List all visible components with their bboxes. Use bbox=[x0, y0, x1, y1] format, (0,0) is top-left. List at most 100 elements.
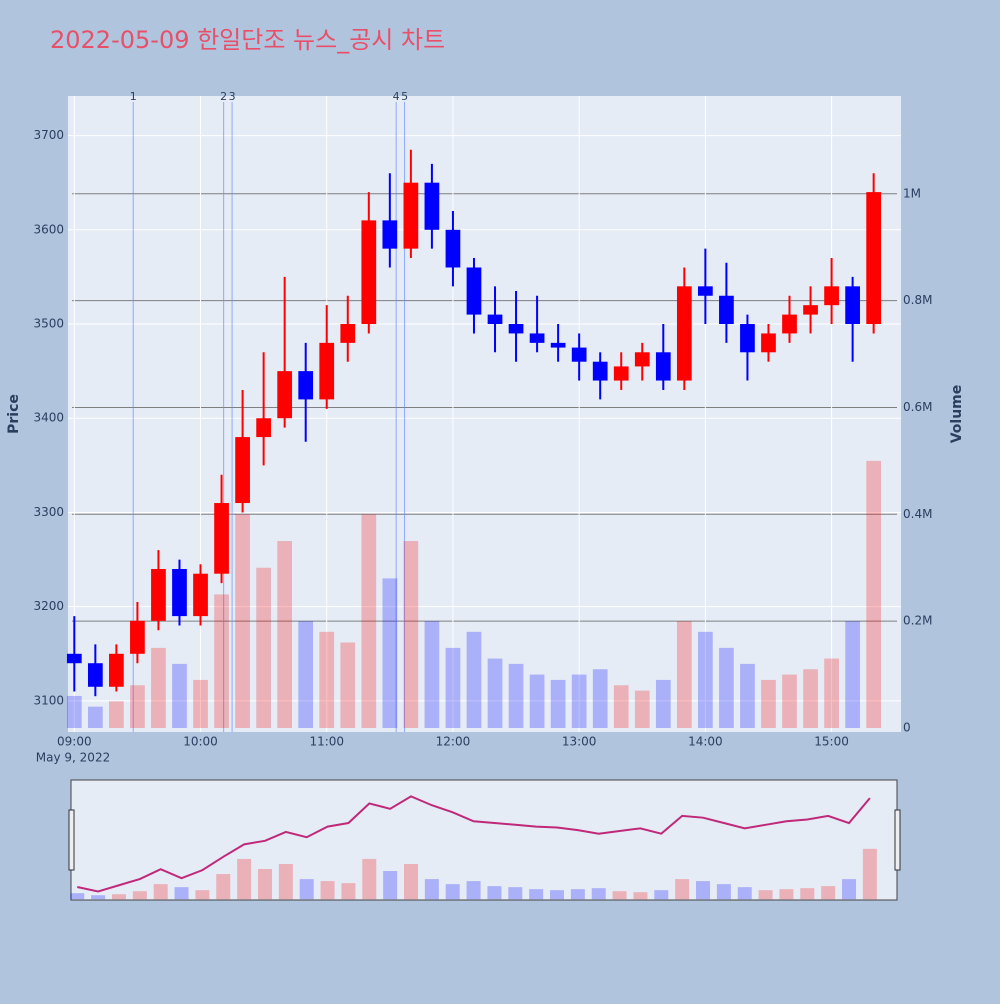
slider-volume-bar bbox=[550, 890, 565, 900]
slider-volume-bar bbox=[654, 890, 669, 900]
slider-volume-bar bbox=[779, 889, 794, 900]
slider-volume-bar bbox=[508, 887, 523, 900]
volume-bar bbox=[87, 706, 103, 728]
candle-body bbox=[634, 352, 650, 367]
y-tick-label: 3400 bbox=[33, 411, 64, 425]
volume-bar bbox=[634, 690, 650, 728]
candle-body bbox=[529, 333, 545, 343]
slider-volume-bar bbox=[570, 889, 585, 900]
y2-tick-label: 0.6M bbox=[903, 400, 932, 414]
volume-bar bbox=[403, 541, 419, 728]
volume-bar bbox=[319, 631, 335, 728]
candle-body bbox=[592, 361, 608, 381]
candle-body bbox=[319, 342, 335, 400]
volume-bar bbox=[613, 685, 629, 728]
y2-tick-label: 0.4M bbox=[903, 507, 932, 521]
slider-volume-bar bbox=[591, 888, 606, 900]
slider-volume-bar bbox=[91, 895, 106, 900]
x-tick-label: 15:00 bbox=[814, 735, 849, 749]
volume-bar bbox=[382, 578, 398, 728]
volume-bar bbox=[214, 594, 229, 728]
slider-volume-bar bbox=[716, 884, 731, 900]
slider-volume-bar bbox=[132, 891, 147, 900]
x-tick-label: 13:00 bbox=[562, 735, 597, 749]
slider-volume-bar bbox=[821, 886, 836, 900]
candle-body bbox=[403, 182, 419, 249]
candle-body bbox=[845, 286, 860, 325]
volume-bar bbox=[130, 685, 145, 728]
slider-volume-bar bbox=[758, 890, 773, 900]
slider-volume-bar bbox=[320, 881, 335, 900]
candle-body bbox=[508, 324, 524, 334]
slider-volume-bar bbox=[174, 887, 189, 900]
x-tick-label: 10:00 bbox=[183, 735, 218, 749]
volume-bar bbox=[719, 647, 734, 728]
slider-volume-bar bbox=[257, 869, 272, 900]
candle-body bbox=[445, 229, 461, 268]
volume-bar bbox=[740, 663, 755, 728]
candle-body bbox=[256, 418, 271, 438]
slider-volume-bar bbox=[466, 881, 481, 900]
y2-axis-title: Volume bbox=[949, 385, 965, 444]
slider-volume-bar bbox=[299, 879, 314, 900]
y-tick-label: 3100 bbox=[33, 693, 64, 707]
volume-bar bbox=[698, 631, 713, 728]
volume-bar bbox=[298, 621, 314, 728]
volume-bar bbox=[193, 679, 208, 728]
y-axis-title: Price bbox=[6, 394, 22, 434]
candle-body bbox=[740, 324, 755, 353]
slider-volume-bar bbox=[800, 888, 815, 900]
candle-body bbox=[109, 653, 124, 687]
volume-bar bbox=[361, 514, 377, 728]
candle-body bbox=[424, 182, 440, 230]
candle-body bbox=[761, 333, 776, 353]
candle-body bbox=[487, 314, 503, 325]
candle-body bbox=[298, 371, 314, 400]
slider-volume-bar bbox=[675, 879, 690, 900]
candle-body bbox=[382, 220, 398, 249]
volume-bar bbox=[66, 695, 82, 728]
slider-volume-bar bbox=[216, 874, 231, 900]
candle-body bbox=[277, 371, 293, 419]
candle-body bbox=[719, 295, 734, 325]
volume-bar bbox=[782, 674, 797, 728]
y-tick-label: 3300 bbox=[33, 505, 64, 519]
slider-volume-bar bbox=[195, 890, 210, 900]
news-label: 1 bbox=[130, 90, 137, 103]
volume-bar bbox=[277, 541, 293, 728]
candle-body bbox=[613, 366, 629, 381]
range-slider[interactable] bbox=[70, 779, 898, 901]
slider-volume-bar bbox=[424, 879, 439, 900]
slider-volume-bar bbox=[487, 886, 502, 900]
volume-bar bbox=[340, 642, 356, 728]
candle-body bbox=[130, 620, 145, 654]
volume-bar bbox=[529, 674, 545, 728]
volume-bar bbox=[151, 647, 166, 728]
candle-body bbox=[550, 342, 566, 348]
volume-bar bbox=[466, 631, 482, 728]
slider-volume-bar bbox=[111, 894, 126, 900]
slider-handle[interactable] bbox=[894, 809, 901, 871]
y-tick-label: 3600 bbox=[33, 222, 64, 236]
slider-price-line bbox=[77, 795, 871, 893]
slider-volume-bar bbox=[842, 879, 857, 900]
volume-bar bbox=[445, 647, 461, 728]
y-tick-label: 3700 bbox=[33, 128, 64, 142]
volume-bar bbox=[845, 621, 860, 728]
y2-tick-label: 1M bbox=[903, 186, 921, 200]
x-tick-label: 14:00 bbox=[688, 735, 723, 749]
volume-bar bbox=[592, 669, 608, 728]
x-tick-label: 09:00 bbox=[57, 735, 92, 749]
candle-body bbox=[698, 286, 713, 296]
candle-body bbox=[87, 663, 103, 687]
slider-volume-bar bbox=[383, 871, 398, 900]
slider-volume-bar bbox=[633, 892, 648, 900]
candle-body bbox=[824, 286, 839, 306]
slider-volume-bar bbox=[403, 863, 418, 900]
candle-body bbox=[193, 573, 208, 617]
volume-bar bbox=[487, 658, 503, 728]
volume-bar bbox=[824, 658, 839, 728]
candle-body bbox=[214, 503, 229, 574]
volume-bar bbox=[866, 460, 882, 728]
slider-handle[interactable] bbox=[68, 809, 75, 871]
